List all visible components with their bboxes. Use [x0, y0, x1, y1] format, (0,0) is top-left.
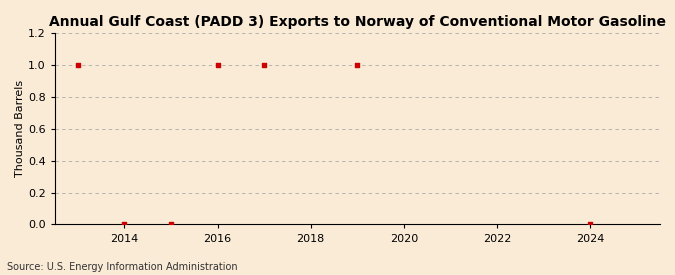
Point	[212, 63, 223, 67]
Point	[259, 63, 269, 67]
Point	[352, 63, 362, 67]
Point	[165, 222, 176, 227]
Point	[72, 63, 83, 67]
Text: Source: U.S. Energy Information Administration: Source: U.S. Energy Information Administ…	[7, 262, 238, 272]
Point	[585, 222, 595, 227]
Point	[119, 222, 130, 227]
Title: Annual Gulf Coast (PADD 3) Exports to Norway of Conventional Motor Gasoline: Annual Gulf Coast (PADD 3) Exports to No…	[49, 15, 666, 29]
Y-axis label: Thousand Barrels: Thousand Barrels	[15, 80, 25, 177]
